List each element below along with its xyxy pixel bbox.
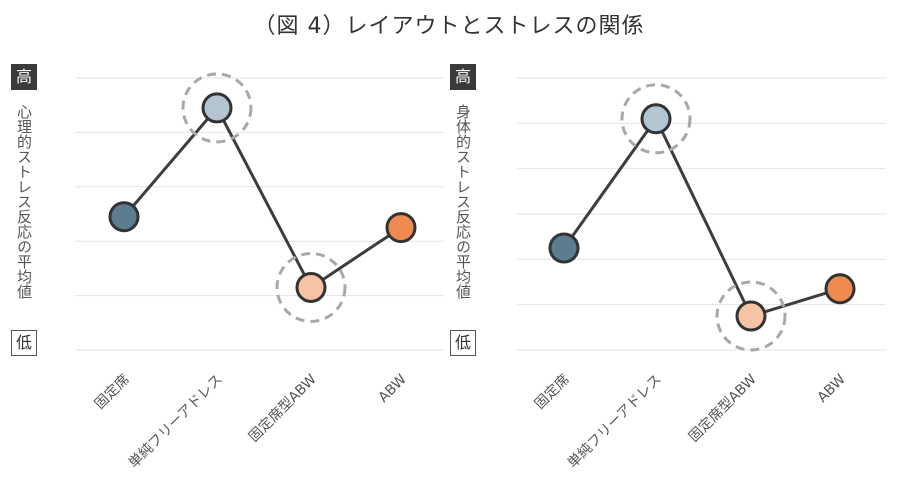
x-tick-label: 固定席型ABW (246, 371, 320, 445)
high-badge: 高 (450, 64, 476, 90)
data-point (548, 232, 580, 264)
chart-panel-physical: 高 身体的ストレス反応の平均値 低 固定席 単純フリーアドレス 固定席型ABW ABW (440, 0, 898, 489)
x-tick-label: 固定席型ABW (686, 371, 760, 445)
gridlines (75, 77, 444, 351)
data-point (295, 271, 327, 303)
series-line (562, 115, 841, 318)
x-tick-label: 単純フリーアドレス (126, 372, 226, 472)
highlight-ring (620, 83, 692, 155)
y-axis-label: 心理的ストレス反応の平均値 (15, 104, 33, 299)
series-line (122, 105, 402, 290)
low-badge: 低 (11, 330, 37, 356)
highlight-ring (181, 72, 253, 144)
x-tick-label: ABW (376, 371, 410, 405)
x-tick-label: 単純フリーアドレス (565, 372, 665, 472)
data-point (201, 92, 233, 124)
data-point (824, 273, 856, 305)
highlight-ring (715, 280, 787, 352)
highlight-ring (275, 251, 347, 323)
x-tick-label: 固定席 (92, 372, 133, 413)
x-tick-label: ABW (815, 371, 849, 405)
x-tick-label: 固定席 (532, 372, 573, 413)
high-badge: 高 (11, 64, 37, 90)
chart-panel-psychological: 高 心理的ストレス反応の平均値 低 固定席 単純フリーアドレス 固定席型ABW ABW (0, 0, 444, 489)
data-point (108, 201, 140, 233)
data-point (640, 103, 672, 135)
figure-title: （図 4）レイアウトとストレスの関係 (253, 14, 645, 39)
data-point (735, 300, 767, 332)
y-axis-label: 身体的ストレス反応の平均値 (454, 104, 472, 299)
data-point (385, 212, 417, 244)
low-badge: 低 (450, 330, 476, 356)
